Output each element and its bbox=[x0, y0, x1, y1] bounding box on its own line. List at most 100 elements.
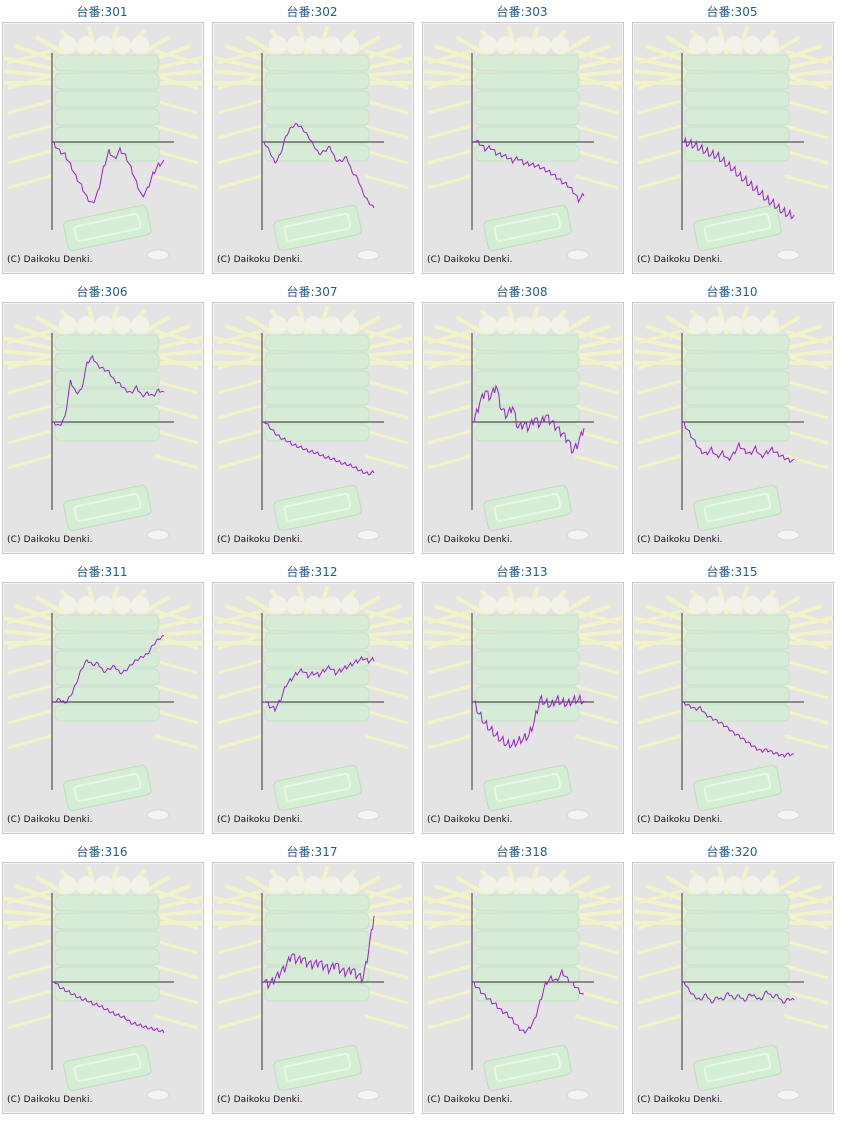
chart-cell: 台番:301 (C) Daikoku Denki. bbox=[0, 0, 204, 280]
machine-illustration bbox=[633, 586, 833, 821]
chart-cell: 台番:305 (C) Daikoku Denki. bbox=[630, 0, 834, 280]
chart-panel: (C) Daikoku Denki. bbox=[2, 22, 204, 274]
chart-cell: 台番:315 (C) Daikoku Denki. bbox=[630, 560, 834, 840]
data-line bbox=[683, 701, 795, 758]
copyright-text: (C) Daikoku Denki. bbox=[217, 255, 303, 265]
machine-illustration bbox=[3, 866, 203, 1101]
chart-panel: (C) Daikoku Denki. bbox=[2, 862, 204, 1114]
data-line bbox=[263, 655, 375, 713]
chart-cell: 台番:311 (C) Daikoku Denki. bbox=[0, 560, 204, 840]
chart-cell: 台番:318 (C) Daikoku Denki. bbox=[420, 840, 624, 1120]
machine-illustration bbox=[213, 306, 413, 541]
chart-panel: (C) Daikoku Denki. bbox=[632, 302, 834, 554]
data-line bbox=[53, 355, 165, 426]
copyright-text: (C) Daikoku Denki. bbox=[637, 1095, 723, 1105]
data-line bbox=[473, 968, 585, 1035]
chart-title-link[interactable]: 台番:317 bbox=[286, 845, 338, 859]
line-chart bbox=[3, 866, 203, 1101]
chart-title-link[interactable]: 台番:306 bbox=[76, 285, 128, 299]
chart-panel: (C) Daikoku Denki. bbox=[212, 862, 414, 1114]
copyright-text: (C) Daikoku Denki. bbox=[427, 1095, 513, 1105]
chart-title-link[interactable]: 台番:318 bbox=[496, 845, 548, 859]
line-chart bbox=[633, 26, 833, 261]
chart-title-link[interactable]: 台番:303 bbox=[496, 5, 548, 19]
chart-panel: (C) Daikoku Denki. bbox=[632, 862, 834, 1114]
data-line bbox=[263, 915, 375, 990]
chart-cell: 台番:308 (C) Daikoku Denki. bbox=[420, 280, 624, 560]
chart-panel: (C) Daikoku Denki. bbox=[2, 582, 204, 834]
copyright-text: (C) Daikoku Denki. bbox=[7, 815, 93, 825]
chart-cell: 台番:306 (C) Daikoku Denki. bbox=[0, 280, 204, 560]
chart-cell: 台番:312 (C) Daikoku Denki. bbox=[210, 560, 414, 840]
data-line bbox=[683, 421, 795, 464]
copyright-text: (C) Daikoku Denki. bbox=[637, 255, 723, 265]
chart-title-link[interactable]: 台番:313 bbox=[496, 565, 548, 579]
copyright-text: (C) Daikoku Denki. bbox=[427, 535, 513, 545]
chart-cell: 台番:307 (C) Daikoku Denki. bbox=[210, 280, 414, 560]
copyright-text: (C) Daikoku Denki. bbox=[217, 815, 303, 825]
line-chart bbox=[213, 586, 413, 821]
chart-title-link[interactable]: 台番:310 bbox=[706, 285, 758, 299]
chart-cell: 台番:317 (C) Daikoku Denki. bbox=[210, 840, 414, 1120]
machine-illustration bbox=[213, 586, 413, 821]
data-line bbox=[53, 634, 165, 704]
chart-panel: (C) Daikoku Denki. bbox=[212, 302, 414, 554]
copyright-text: (C) Daikoku Denki. bbox=[637, 535, 723, 545]
chart-title-link[interactable]: 台番:320 bbox=[706, 845, 758, 859]
chart-panel: (C) Daikoku Denki. bbox=[632, 22, 834, 274]
machine-illustration bbox=[3, 586, 203, 821]
machine-illustration bbox=[213, 26, 413, 261]
copyright-text: (C) Daikoku Denki. bbox=[637, 815, 723, 825]
chart-panel: (C) Daikoku Denki. bbox=[212, 582, 414, 834]
chart-cell: 台番:302 (C) Daikoku Denki. bbox=[210, 0, 414, 280]
chart-cell: 台番:316 (C) Daikoku Denki. bbox=[0, 840, 204, 1120]
chart-title-link[interactable]: 台番:308 bbox=[496, 285, 548, 299]
data-line bbox=[473, 139, 585, 204]
data-line bbox=[263, 122, 375, 209]
copyright-text: (C) Daikoku Denki. bbox=[427, 815, 513, 825]
chart-panel: (C) Daikoku Denki. bbox=[422, 22, 624, 274]
copyright-text: (C) Daikoku Denki. bbox=[217, 535, 303, 545]
chart-title-link[interactable]: 台番:315 bbox=[706, 565, 758, 579]
line-chart bbox=[3, 306, 203, 541]
line-chart bbox=[3, 586, 203, 821]
machine-illustration bbox=[633, 306, 833, 541]
line-chart bbox=[3, 26, 203, 261]
data-line bbox=[53, 981, 165, 1034]
chart-panel: (C) Daikoku Denki. bbox=[422, 582, 624, 834]
line-chart bbox=[423, 26, 623, 261]
chart-title-link[interactable]: 台番:301 bbox=[76, 5, 128, 19]
data-line bbox=[53, 141, 165, 204]
chart-panel: (C) Daikoku Denki. bbox=[2, 302, 204, 554]
line-chart bbox=[423, 586, 623, 821]
chart-cell: 台番:310 (C) Daikoku Denki. bbox=[630, 280, 834, 560]
copyright-text: (C) Daikoku Denki. bbox=[7, 255, 93, 265]
machine-illustration bbox=[423, 26, 623, 261]
chart-panel: (C) Daikoku Denki. bbox=[632, 582, 834, 834]
line-chart bbox=[633, 306, 833, 541]
machine-illustration bbox=[423, 586, 623, 821]
chart-cell: 台番:320 (C) Daikoku Denki. bbox=[630, 840, 834, 1120]
chart-cell: 台番:313 (C) Daikoku Denki. bbox=[420, 560, 624, 840]
machine-illustration bbox=[213, 866, 413, 1101]
copyright-text: (C) Daikoku Denki. bbox=[7, 535, 93, 545]
line-chart bbox=[633, 586, 833, 821]
data-line bbox=[683, 981, 795, 1004]
chart-title-link[interactable]: 台番:316 bbox=[76, 845, 128, 859]
line-chart bbox=[213, 26, 413, 261]
chart-title-link[interactable]: 台番:311 bbox=[76, 565, 128, 579]
machine-illustration bbox=[423, 306, 623, 541]
chart-panel: (C) Daikoku Denki. bbox=[422, 862, 624, 1114]
chart-title-link[interactable]: 台番:305 bbox=[706, 5, 758, 19]
copyright-text: (C) Daikoku Denki. bbox=[217, 1095, 303, 1105]
chart-title-link[interactable]: 台番:312 bbox=[286, 565, 338, 579]
data-line bbox=[473, 693, 585, 749]
machine-illustration bbox=[633, 866, 833, 1101]
chart-title-link[interactable]: 台番:307 bbox=[286, 285, 338, 299]
chart-panel: (C) Daikoku Denki. bbox=[212, 22, 414, 274]
chart-title-link[interactable]: 台番:302 bbox=[286, 5, 338, 19]
machine-illustration bbox=[423, 866, 623, 1101]
copyright-text: (C) Daikoku Denki. bbox=[427, 255, 513, 265]
line-chart bbox=[213, 306, 413, 541]
